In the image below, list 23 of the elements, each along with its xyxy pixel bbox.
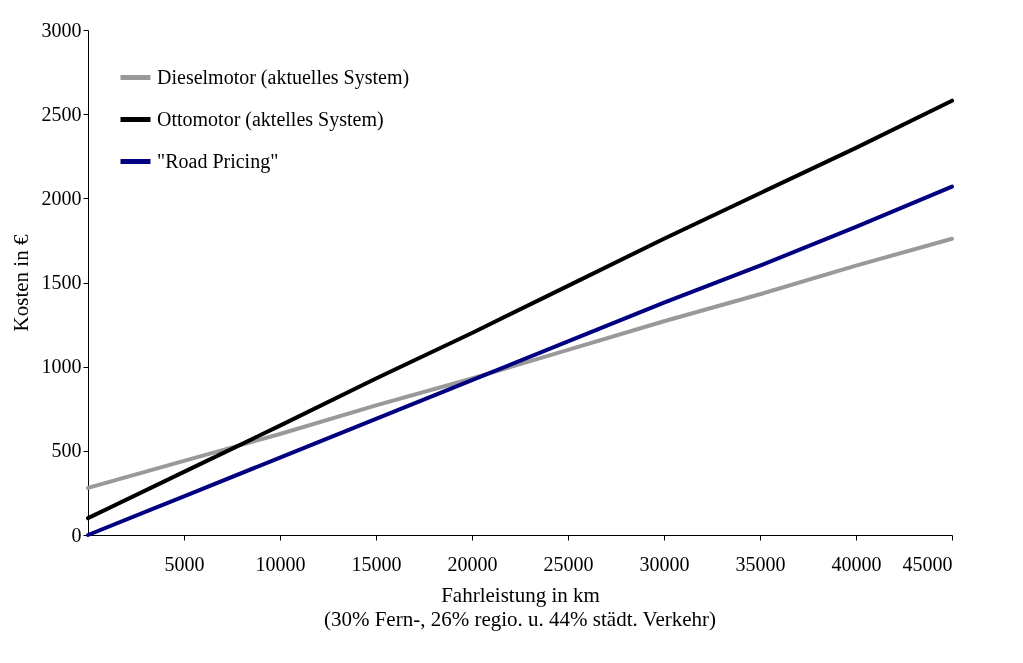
y-tick-label: 1500 [41, 271, 82, 293]
x-tick-label: 20000 [447, 552, 498, 575]
x-tick-label: 45000 [902, 552, 953, 575]
x-tick-label: 10000 [255, 552, 306, 575]
legend-label: Dieselmotor (aktuelles System) [157, 65, 410, 89]
legend-label: Ottomotor (aktelles System) [157, 107, 384, 131]
y-axis-title: Kosten in € [8, 234, 33, 332]
x-tick-label: 35000 [735, 552, 786, 575]
y-tick-label: 2500 [41, 102, 82, 125]
y-tick-label: 1000 [41, 355, 82, 378]
y-tick-label: 2000 [41, 186, 82, 209]
y-tick-label: 0 [71, 523, 82, 546]
x-tick-label: 5000 [164, 552, 205, 575]
legend-label: "Road Pricing" [157, 149, 279, 173]
x-axis-title: Fahrleistung in km [441, 582, 600, 607]
x-tick-label: 25000 [543, 552, 594, 575]
x-tick-label: 15000 [351, 552, 402, 575]
y-tick-label: 3000 [41, 18, 82, 41]
x-tick-label: 40000 [831, 552, 882, 575]
line-series [86, 236, 954, 490]
x-tick-label: 30000 [639, 552, 690, 575]
y-tick-label: 500 [51, 439, 82, 462]
text: (30% Fern-, 26% regio. u. 44% städt. Verkehr) [323, 607, 717, 631]
